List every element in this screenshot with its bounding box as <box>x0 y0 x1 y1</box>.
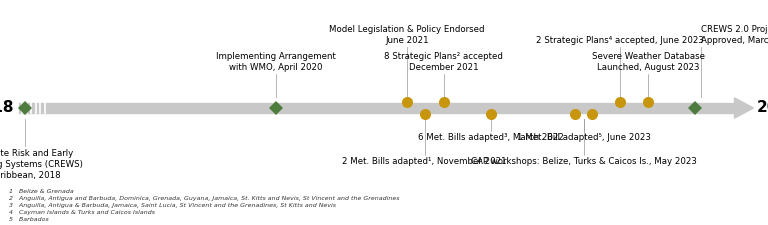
Text: CAP workshops: Belize, Turks & Caicos Is., May 2023: CAP workshops: Belize, Turks & Caicos Is… <box>471 158 697 166</box>
Text: 2 Met. Bills adapted¹, November 2021: 2 Met. Bills adapted¹, November 2021 <box>343 158 507 166</box>
Text: 6 Met. Bills adapted³, March 2022: 6 Met. Bills adapted³, March 2022 <box>418 133 564 142</box>
Bar <box>19 103 734 113</box>
Text: 8 Strategic Plans² accepted
December 2021: 8 Strategic Plans² accepted December 202… <box>384 52 503 72</box>
Text: Model Legislation & Policy Endorsed
June 2021: Model Legislation & Policy Endorsed June… <box>329 25 485 45</box>
Text: 1   Belize & Grenada
2   Anguilla, Antigua and Barbuda, Dominica, Grenada, Guyan: 1 Belize & Grenada 2 Anguilla, Antigua a… <box>9 189 399 222</box>
Polygon shape <box>734 98 753 118</box>
Text: Climate Risk and Early
Warning Systems (CREWS)
Caribbean, 2018: Climate Risk and Early Warning Systems (… <box>0 148 82 180</box>
Text: CREWS 2.0 Project
Approved, March 2024: CREWS 2.0 Project Approved, March 2024 <box>701 25 768 45</box>
Text: Implementing Arrangement
with WMO, April 2020: Implementing Arrangement with WMO, April… <box>216 52 336 72</box>
Text: Severe Weather Database
Launched, August 2023: Severe Weather Database Launched, August… <box>592 52 705 72</box>
Text: 2 Strategic Plans⁴ accepted, June 2023: 2 Strategic Plans⁴ accepted, June 2023 <box>537 36 704 45</box>
Text: 2018: 2018 <box>0 101 15 115</box>
Text: 1 Met. Bill adapted⁵, June 2023: 1 Met. Bill adapted⁵, June 2023 <box>517 133 650 142</box>
Text: 2024: 2024 <box>756 101 768 115</box>
